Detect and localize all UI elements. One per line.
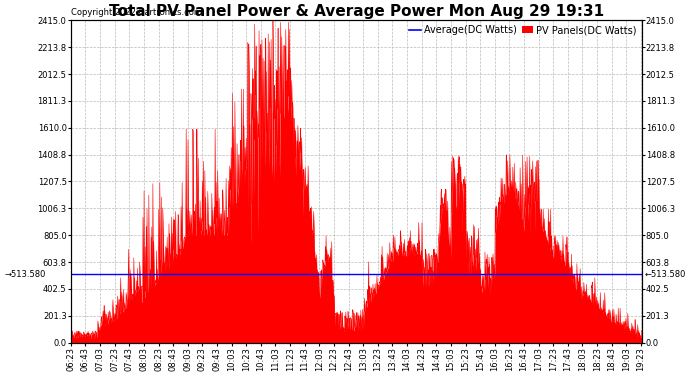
- Text: ←513.580: ←513.580: [644, 270, 686, 279]
- Text: →513.580: →513.580: [4, 270, 46, 279]
- Legend: Average(DC Watts), PV Panels(DC Watts): Average(DC Watts), PV Panels(DC Watts): [406, 21, 641, 39]
- Text: Copyright 2022 Cartronics.com: Copyright 2022 Cartronics.com: [71, 8, 202, 17]
- Title: Total PV Panel Power & Average Power Mon Aug 29 19:31: Total PV Panel Power & Average Power Mon…: [109, 4, 604, 19]
